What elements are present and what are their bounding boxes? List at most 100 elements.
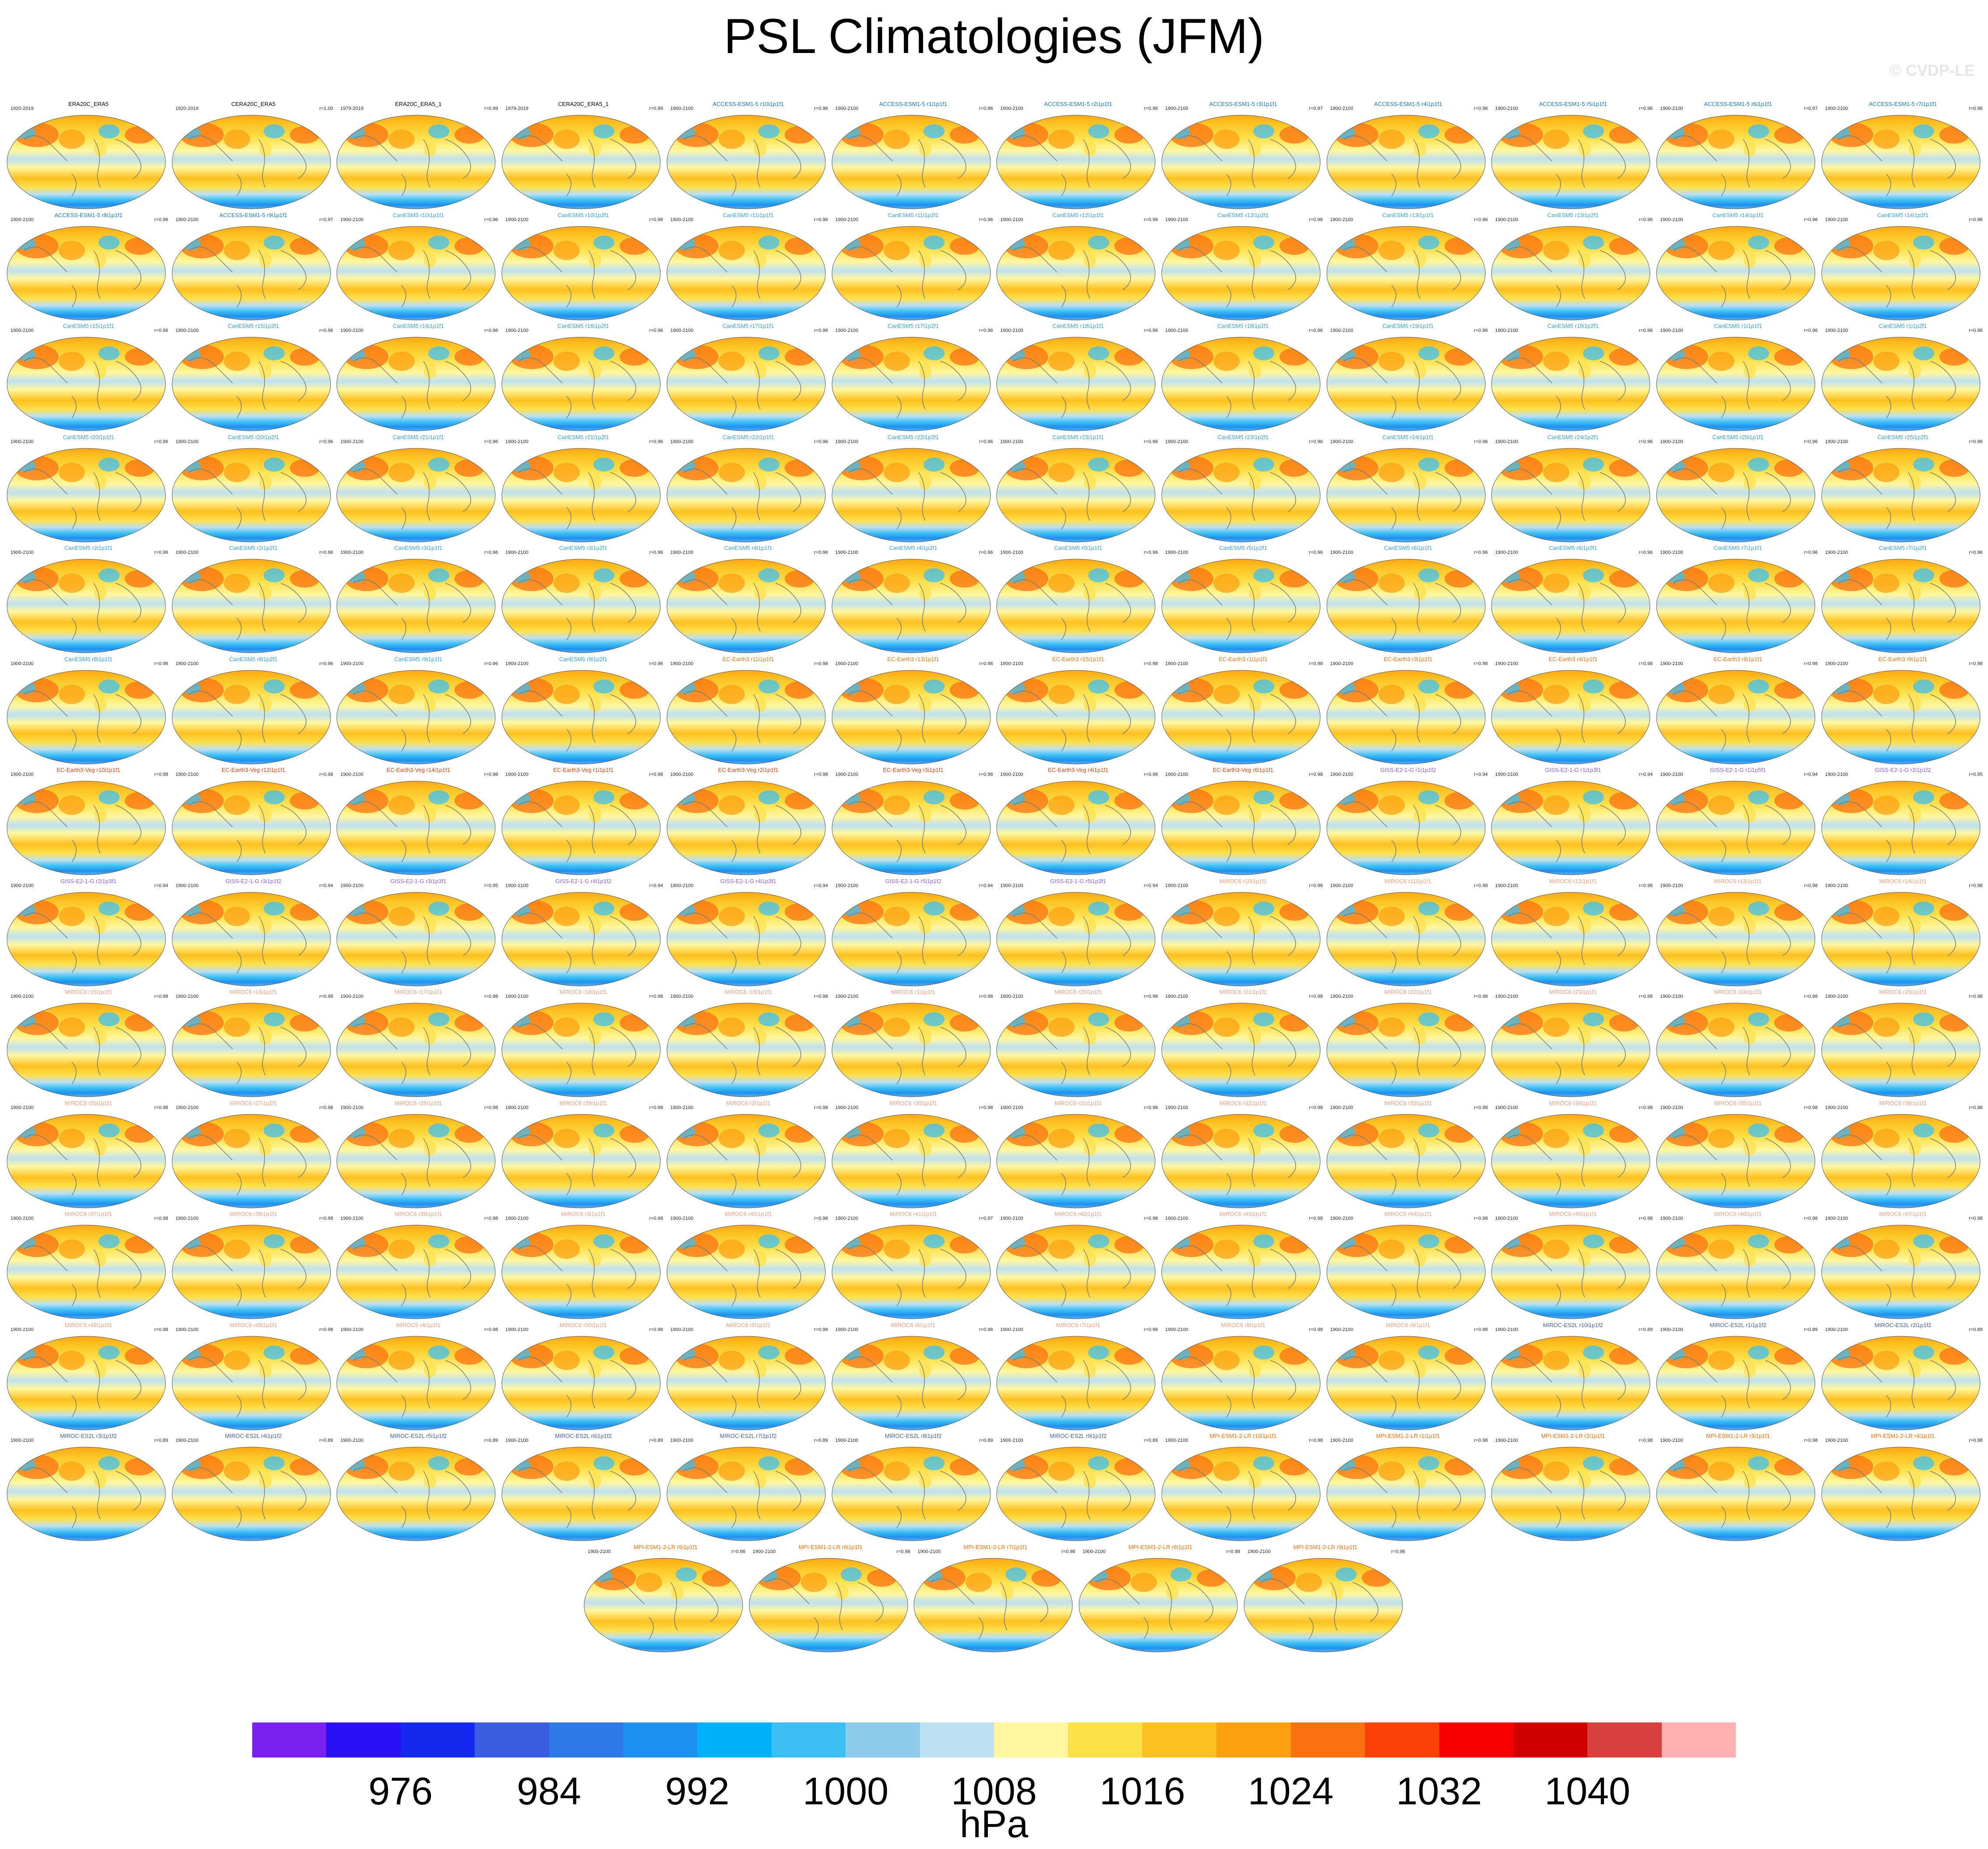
panel-title: GISS-E2-1-G r4i1p1f2 [555, 877, 612, 884]
panel-title: CanESM5 r2i1p2f1 [229, 545, 278, 551]
map-panel: 1900-2100 CanESM5 r1i1p2f1 r=0.96 [1821, 323, 1985, 436]
panel-correlation: r=0.96 [979, 217, 993, 222]
psl-map [1161, 1114, 1321, 1208]
psl-map [1326, 1336, 1486, 1430]
colorbar-swatch [1439, 1722, 1513, 1757]
panel-correlation: r=0.98 [1144, 772, 1158, 777]
panel-title: MIROC6 r8i1p1f1 [1221, 1321, 1265, 1328]
panel-title: MIROC6 r14i1p1f1 [1879, 877, 1927, 884]
panel-correlation: r=0.96 [154, 661, 169, 666]
psl-map [336, 1225, 496, 1319]
panel-title: CanESM5 r3i1p2f1 [559, 545, 608, 551]
panel-correlation: r=0.96 [1144, 550, 1158, 555]
psl-map [832, 1003, 990, 1097]
map-panel: 1900-2100 MIROC-ES2L r5i1p1f2 r=0.89 [336, 1433, 501, 1546]
panel-title: ACCESS-ESM1-5 r2i1p1f1 [1044, 101, 1112, 107]
panel-correlation: r=0.98 [814, 1105, 828, 1110]
psl-map [1326, 1447, 1486, 1541]
panel-years: 1900-2100 [670, 550, 694, 555]
psl-map [1821, 226, 1981, 320]
panel-title: MIROC-ES2L r4i1p1f2 [225, 1433, 282, 1439]
psl-map [1491, 1336, 1650, 1430]
panel-years: 1900-2100 [1165, 1216, 1188, 1221]
panel-correlation: r=0.98 [979, 772, 993, 777]
panel-years: 1900-2100 [1330, 1216, 1354, 1221]
panel-title: MIROC6 r13i1p1f1 [1714, 877, 1762, 884]
map-panel: 1900-2100 CanESM5 r15i1p2f1 r=0.96 [171, 323, 336, 436]
panel-title: MIROC-ES2L r1i1p1f2 [1710, 1321, 1766, 1328]
panel-title: MIROC-ES2L r5i1p1f2 [390, 1433, 447, 1439]
panel-years: 1900-2100 [1165, 994, 1188, 999]
panel-years: 1900-2100 [670, 1438, 694, 1443]
panel-correlation: r=0.99 [484, 106, 498, 111]
panel-correlation: r=0.98 [319, 772, 333, 777]
panel-correlation: r=0.89 [979, 1438, 993, 1443]
psl-map [501, 1114, 661, 1208]
panel-years: 1900-2100 [835, 994, 859, 999]
panel-years: 1900-2100 [1495, 1327, 1518, 1332]
panel-correlation: r=0.98 [1639, 994, 1653, 999]
map-panel: 1900-2100 MIROC6 r40i1p1f1 r=0.98 [666, 1211, 831, 1324]
colorbar-swatch [920, 1722, 994, 1757]
map-panel: 1900-2100 CanESM5 r21i1p1f1 r=0.96 [336, 434, 501, 547]
psl-map [336, 115, 496, 209]
panel-title: MPI-ESM1-2-LR r6i1p1f1 [798, 1543, 863, 1550]
panel-correlation: r=0.96 [1639, 217, 1653, 222]
panel-title: MPI-ESM1-2-LR r2i1p1f1 [1541, 1433, 1605, 1439]
panel-years: 1900-2100 [11, 1216, 34, 1221]
panel-correlation: r=0.89 [319, 1438, 333, 1443]
psl-map [501, 226, 661, 320]
panel-years: 1900-2100 [505, 328, 529, 333]
panel-correlation: r=0.96 [1309, 217, 1323, 222]
panel-correlation: r=0.96 [1639, 106, 1653, 111]
panel-title: CanESM5 r10i1p1f1 [392, 211, 444, 218]
map-panel: 1900-2100 MIROC6 r34i1p1f1 r=0.98 [1491, 1100, 1655, 1213]
map-panel: 1900-2100 ACCESS-ESM1-5 r7i1p1f1 r=0.96 [1821, 101, 1985, 214]
psl-map [996, 115, 1156, 209]
map-panel: 1900-2100 CanESM5 r12i1p2f1 r=0.96 [1161, 212, 1325, 325]
panel-title: MPI-ESM1-2-LR r10i1p1f1 [1209, 1433, 1277, 1439]
colorbar-tick-label: 976 [368, 1769, 433, 1813]
panel-title: MIROC-ES2L r2i1p1f2 [1874, 1321, 1932, 1328]
psl-map [501, 115, 661, 209]
map-panel: 1900-2100 CanESM5 r8i1p2f1 r=0.96 [171, 656, 336, 769]
panel-years: 1900-2100 [11, 550, 34, 555]
map-panel: 1900-2100 MIROC6 r43i1p1f1 r=0.98 [1161, 1211, 1325, 1324]
psl-map [7, 226, 166, 320]
panel-years: 1900-2100 [11, 883, 34, 888]
panel-title: CanESM5 r17i1p2f1 [887, 323, 939, 329]
panel-years: 1900-2100 [505, 994, 529, 999]
psl-map [1161, 781, 1321, 875]
panel-correlation: r=0.98 [1639, 1105, 1653, 1110]
panel-title: CanESM5 r7i1p1f1 [1714, 545, 1762, 551]
map-panel: 1900-2100 MIROC6 r30i1p1f1 r=0.98 [831, 1100, 996, 1213]
panel-correlation: r=0.98 [814, 1327, 828, 1332]
map-panel: 1900-2100 EC-Earth3 r6i1p1f1 r=0.98 [1656, 656, 1820, 769]
panel-title: MIROC6 r48i1p1f1 [64, 1321, 113, 1328]
panel-correlation: r=0.96 [154, 439, 169, 444]
panel-title: EC-Earth3 r1i1p1f1 [1219, 655, 1268, 662]
panel-years: 1900-2100 [1495, 1105, 1518, 1110]
map-panel: 1900-2100 MIROC6 r46i1p1f1 r=0.98 [1656, 1211, 1820, 1324]
panel-years: 1900-2100 [175, 439, 199, 444]
panel-years: 1900-2100 [1000, 439, 1023, 444]
psl-map [7, 1447, 166, 1541]
panel-years: 1900-2100 [1825, 1216, 1848, 1221]
map-panel: 1900-2100 EC-Earth3 r11i1p1f1 r=0.98 [666, 656, 831, 769]
psl-map [1326, 1114, 1486, 1208]
psl-map [1326, 559, 1486, 653]
panel-years: 1900-2100 [1660, 772, 1683, 777]
panel-title: CanESM5 r21i1p2f1 [557, 433, 609, 440]
panel-correlation: r=0.98 [1474, 1438, 1488, 1443]
panel-correlation: r=0.96 [1969, 328, 1983, 333]
psl-map [1656, 670, 1815, 764]
panel-years: 1900-2100 [1330, 550, 1354, 555]
map-panel: 1900-2100 MIROC6 r10i1p1f1 r=0.98 [1161, 878, 1325, 991]
panel-title: EC-Earth3 r3i1p1f1 [1383, 655, 1433, 662]
panel-correlation: r=0.96 [814, 106, 828, 111]
panel-correlation: r=0.95 [484, 883, 498, 888]
map-panel: 1900-2100 ACCESS-ESM1-5 r2i1p1f1 r=0.96 [996, 101, 1160, 214]
panel-years: 1900-2100 [917, 1549, 941, 1554]
panel-years: 1900-2100 [1000, 772, 1023, 777]
panel-correlation: r=0.97 [319, 217, 333, 222]
